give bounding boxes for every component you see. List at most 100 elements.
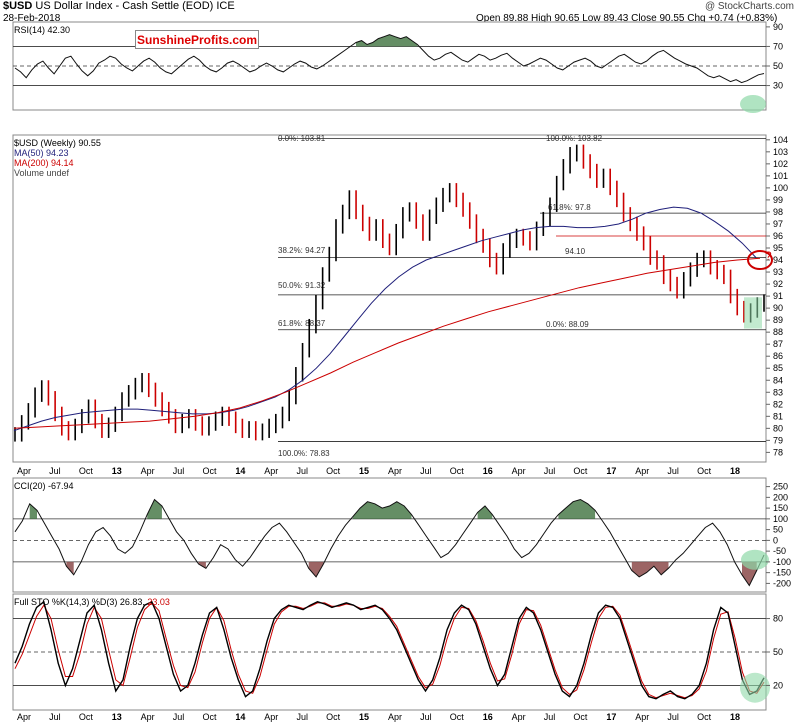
y-tick-label: 83	[773, 387, 783, 397]
y-tick-label: 82	[773, 399, 783, 409]
chart-title: $USD US Dollar Index - Cash Settle (EOD)…	[3, 1, 235, 12]
watermark[interactable]: SunshineProfits.com	[135, 30, 259, 49]
credit-label: @ StockCharts.com	[704, 1, 794, 12]
sto-legend: Full STO %K(14,3) %D(3) 26.83, 23.03	[14, 598, 170, 607]
y-tick-label: 90	[773, 303, 783, 313]
x-axis-label: Jul	[173, 466, 185, 476]
fib-label: 61.8%: 97.8	[548, 203, 591, 212]
y-tick-label: 96	[773, 231, 783, 241]
cci-positive-fill	[558, 499, 596, 519]
y-tick-label: -150	[773, 568, 791, 578]
x-axis-label: Jul	[296, 712, 308, 722]
x-axis-label: Apr	[141, 712, 155, 722]
y-tick-label: 50	[773, 61, 783, 71]
rsi-highlight	[740, 95, 766, 113]
fib-label: 38.2%: 94.27	[278, 246, 326, 255]
x-axis-label: Apr	[264, 466, 278, 476]
x-axis-label: Jul	[667, 466, 679, 476]
x-axis-label: Oct	[697, 712, 712, 722]
sto-k-line	[14, 600, 765, 700]
y-tick-label: 30	[773, 81, 783, 91]
price-legend: $USD (Weekly) 90.55	[14, 138, 101, 148]
fib-label: 50.0%: 91.32	[278, 281, 326, 290]
y-tick-label: -200	[773, 578, 791, 588]
y-tick-label: 97	[773, 219, 783, 229]
x-axis-label: Oct	[573, 712, 588, 722]
y-tick-label: 250	[773, 482, 788, 492]
x-axis-label: Oct	[450, 466, 465, 476]
y-tick-label: 89	[773, 315, 783, 325]
y-tick-label: 78	[773, 447, 783, 457]
fib-label: 0.0%: 88.09	[546, 320, 589, 329]
x-axis-label: 17	[606, 712, 616, 722]
y-tick-label: 100	[773, 183, 788, 193]
x-axis-label: Apr	[388, 712, 402, 722]
cci-positive-fill	[147, 499, 162, 519]
y-tick-label: 87	[773, 339, 783, 349]
cci-positive-fill	[29, 503, 37, 519]
x-axis-label: Oct	[697, 466, 712, 476]
x-axis-label: 13	[112, 466, 122, 476]
y-tick-label: -100	[773, 557, 791, 567]
y-tick-label: 95	[773, 243, 783, 253]
fib-label: 94.10	[565, 247, 586, 256]
x-axis-label: Oct	[326, 712, 341, 722]
ma-crossover-circle	[747, 250, 773, 271]
exchange: ICE	[216, 0, 235, 12]
y-tick-label: 80	[773, 423, 783, 433]
x-axis-label: Jul	[544, 466, 556, 476]
y-tick-label: 81	[773, 411, 783, 421]
cci-highlight	[741, 549, 769, 570]
panel-frame-1	[12, 134, 767, 463]
x-axis-label: Oct	[450, 712, 465, 722]
y-tick-label: 90	[773, 22, 783, 32]
sto-d-line	[14, 602, 765, 699]
y-tick-label: 50	[773, 525, 783, 535]
y-tick-label: 80	[773, 614, 783, 624]
price-highlight-box	[744, 297, 762, 329]
x-axis-label: Apr	[388, 466, 402, 476]
x-axis-label: 15	[359, 712, 369, 722]
x-axis-label: 16	[483, 466, 493, 476]
y-tick-label: 101	[773, 171, 788, 181]
y-tick-label: 85	[773, 363, 783, 373]
sto-legend-d: 23.03	[147, 597, 170, 607]
x-axis-label: 18	[730, 466, 740, 476]
x-axis-label: Apr	[17, 466, 31, 476]
sto-highlight	[740, 672, 770, 703]
x-axis-label: 17	[606, 466, 616, 476]
ma50-legend: MA(50) 94.23	[14, 148, 69, 158]
x-axis-label: Apr	[141, 466, 155, 476]
y-tick-label: 150	[773, 503, 788, 513]
y-tick-label: 102	[773, 159, 788, 169]
y-tick-label: 79	[773, 435, 783, 445]
cci-positive-fill	[352, 501, 412, 519]
ma200-line	[13, 257, 761, 429]
ma50-line	[13, 206, 757, 432]
x-axis-label: 18	[730, 712, 740, 722]
cci-legend: CCI(20) -67.94	[14, 481, 74, 491]
x-axis-label: Oct	[79, 466, 94, 476]
ma200-legend: MA(200) 94.14	[14, 158, 74, 168]
x-axis-label: Jul	[49, 712, 61, 722]
sto-legend-main: Full STO %K(14,3) %D(3) 26.83,	[14, 597, 145, 607]
x-axis-label: Oct	[326, 466, 341, 476]
y-tick-label: 50	[773, 647, 783, 657]
x-axis-label: Jul	[420, 466, 432, 476]
x-axis-label: Apr	[635, 712, 649, 722]
volume-legend: Volume undef	[14, 168, 70, 178]
cci-negative-fill	[308, 561, 324, 577]
y-tick-label: 94	[773, 255, 783, 265]
y-tick-label: 70	[773, 41, 783, 51]
x-axis-label: Oct	[79, 712, 94, 722]
x-axis-label: Jul	[173, 712, 185, 722]
x-axis-label: Jul	[296, 466, 308, 476]
y-tick-label: 98	[773, 207, 783, 217]
x-axis-label: Jul	[667, 712, 679, 722]
cci-line	[14, 498, 765, 587]
y-tick-label: 104	[773, 135, 788, 145]
panel-frame-3	[12, 593, 767, 711]
y-tick-label: -50	[773, 546, 786, 556]
rsi-legend: RSI(14) 42.30	[14, 25, 71, 35]
